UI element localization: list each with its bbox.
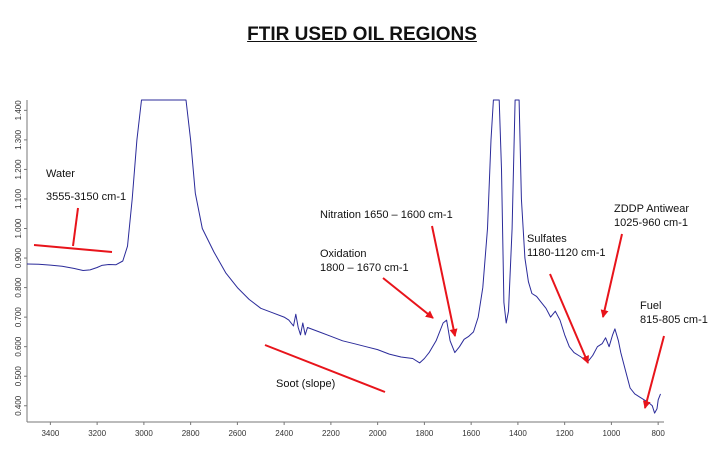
x-tick-label-1000: 1000 — [603, 429, 621, 438]
x-tick-label-1800: 1800 — [415, 429, 433, 438]
y-tick-label-10: 1.400 — [14, 100, 23, 121]
x-tick-label-2200: 2200 — [322, 429, 340, 438]
annotation-zddp-line2: 1025-960 cm-1 — [614, 217, 688, 229]
x-tick-label-2000: 2000 — [369, 429, 387, 438]
annotation-water-line1: Water — [46, 168, 75, 180]
annotation-sulfates-line2: 1180-1120 cm-1 — [527, 247, 605, 259]
y-tick-label-3: 0.700 — [14, 307, 23, 328]
y-tick-label-6: 1.000 — [14, 218, 23, 239]
annotation-sulfates-arrow — [549, 273, 589, 364]
x-tick-label-3000: 3000 — [135, 429, 153, 438]
annotation-water-line2: 3555-3150 cm-1 — [46, 191, 126, 203]
x-tick-label-3200: 3200 — [88, 429, 106, 438]
y-tick-label-5: 0.900 — [14, 247, 23, 268]
spectrum-line — [26, 99, 661, 414]
x-tick-label-2800: 2800 — [182, 429, 200, 438]
annotation-sulfates-line1: Sulfates — [527, 233, 567, 245]
x-tick-label-800: 800 — [651, 429, 665, 438]
annotation-zddp-line1: ZDDP Antiwear — [614, 203, 689, 215]
x-tick-label-3400: 3400 — [41, 429, 59, 438]
y-tick-label-8: 1.200 — [14, 159, 23, 180]
annotation-fuel-arrow — [642, 335, 665, 409]
annotation-water-pointer — [72, 207, 79, 247]
y-tick-label-0: 0.400 — [14, 395, 23, 416]
annotation-oxidation-arrow — [382, 277, 434, 319]
annotation-oxidation-line2: 1800 – 1670 cm-1 — [320, 262, 409, 274]
y-tick-label-1: 0.500 — [14, 366, 23, 387]
y-tick-label-7: 1.100 — [14, 188, 23, 209]
x-tick-label-1400: 1400 — [509, 429, 527, 438]
annotation-oxidation-line1: Oxidation — [320, 248, 366, 260]
annotation-fuel-line1: Fuel — [640, 300, 661, 312]
y-tick-label-9: 1.300 — [14, 129, 23, 150]
annotation-soot: Soot (slope) — [276, 378, 335, 390]
annotation-nitration-arrow — [431, 225, 458, 337]
annotation-nitration: Nitration 1650 – 1600 cm-1 — [320, 209, 453, 221]
annotation-zddp-arrow — [600, 233, 623, 318]
x-tick-label-1200: 1200 — [556, 429, 574, 438]
annotation-fuel-line2: 815-805 cm-1 — [640, 314, 708, 326]
chart-title: FTIR USED OIL REGIONS — [247, 24, 477, 45]
x-tick-label-2400: 2400 — [275, 429, 293, 438]
y-tick-label-2: 0.600 — [14, 336, 23, 357]
annotation-soot-line — [264, 344, 386, 393]
x-tick-label-2600: 2600 — [228, 429, 246, 438]
y-tick-label-4: 0.800 — [14, 277, 23, 298]
x-tick-label-1600: 1600 — [462, 429, 480, 438]
annotation-water-line — [33, 244, 113, 253]
